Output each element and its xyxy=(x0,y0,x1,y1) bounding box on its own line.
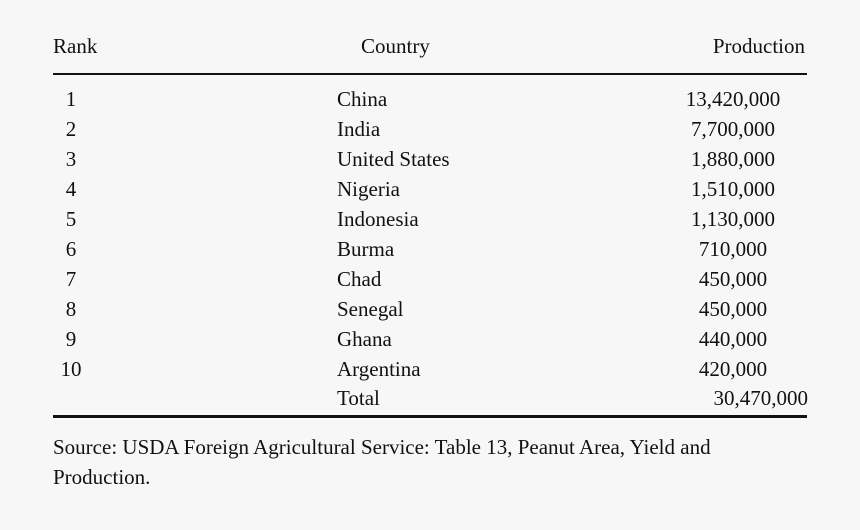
country-cell: China xyxy=(337,87,388,111)
production-cell: 450,000 xyxy=(698,297,768,321)
production-cell: 420,000 xyxy=(698,357,768,381)
total-label: Total xyxy=(337,386,380,410)
bottom-rule xyxy=(53,415,807,418)
country-cell: Indonesia xyxy=(337,207,419,231)
production-cell: 710,000 xyxy=(698,237,768,261)
rank-cell: 8 xyxy=(65,297,77,321)
country-cell: Ghana xyxy=(337,327,392,351)
header-country: Country xyxy=(361,34,430,58)
rank-cell: 1 xyxy=(65,87,77,111)
production-cell: 450,000 xyxy=(698,267,768,291)
country-cell: India xyxy=(337,117,381,141)
total-row: Total 30,470,000 xyxy=(53,383,809,413)
table-row: 6 Burma 710,000 xyxy=(53,234,807,264)
rank-cell: 4 xyxy=(65,177,77,201)
rank-cell: 3 xyxy=(65,147,77,171)
table-row: 4 Nigeria 1,510,000 xyxy=(53,174,807,204)
rank-cell: 7 xyxy=(65,267,77,291)
country-cell: Senegal xyxy=(337,297,404,321)
source-note: Source: USDA Foreign Agricultural Servic… xyxy=(53,435,711,489)
rank-cell: 9 xyxy=(65,327,77,351)
table-row: 9 Ghana 440,000 xyxy=(53,324,807,354)
rank-cell: 5 xyxy=(65,207,77,231)
production-cell: 1,130,000 xyxy=(691,207,775,231)
country-cell: Argentina xyxy=(337,357,421,381)
table-row: 5 Indonesia 1,130,000 xyxy=(53,204,807,234)
peanut-production-table: Rank Country Production 1 China 13,420,0… xyxy=(53,0,809,530)
country-cell: Burma xyxy=(337,237,395,261)
production-cell: 440,000 xyxy=(698,327,768,351)
production-cell: 7,700,000 xyxy=(691,117,775,141)
production-cell: 1,880,000 xyxy=(691,147,775,171)
table-body: 1 China 13,420,000 2 India 7,700,000 3 U… xyxy=(53,84,807,384)
header-production: Production xyxy=(712,34,805,58)
production-cell: 1,510,000 xyxy=(691,177,775,201)
rank-cell: 10 xyxy=(60,357,82,381)
table-header: Rank Country Production xyxy=(53,34,807,64)
table-row: 10 Argentina 420,000 xyxy=(53,354,807,384)
country-cell: Nigeria xyxy=(337,177,400,201)
rank-cell: 6 xyxy=(65,237,77,261)
total-production: 30,470,000 xyxy=(713,386,809,410)
table-row: 8 Senegal 450,000 xyxy=(53,294,807,324)
table-row: 7 Chad 450,000 xyxy=(53,264,807,294)
table-row: 2 India 7,700,000 xyxy=(53,114,807,144)
country-cell: United States xyxy=(337,147,450,171)
country-cell: Chad xyxy=(337,267,382,291)
table-row: 1 China 13,420,000 xyxy=(53,84,807,114)
rank-cell: 2 xyxy=(65,117,77,141)
header-rank: Rank xyxy=(53,34,98,58)
header-rule xyxy=(53,73,807,75)
table-row: 3 United States 1,880,000 xyxy=(53,144,807,174)
production-cell: 13,420,000 xyxy=(685,87,781,111)
